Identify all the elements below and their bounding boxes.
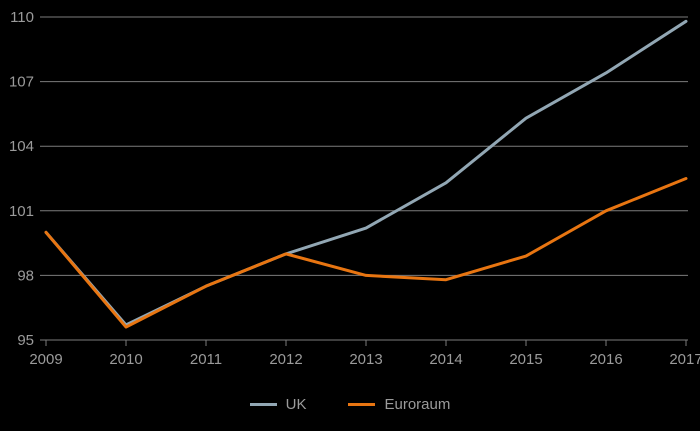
series-line-euroraum: [44, 177, 688, 329]
x-tick-label: 2014: [429, 351, 462, 368]
y-tick-label: 104: [9, 138, 34, 155]
y-tick-label: 95: [17, 332, 34, 349]
legend-line-swatch: [348, 403, 376, 406]
x-tick-label: 2016: [589, 351, 622, 368]
y-tick-label: 107: [9, 74, 34, 91]
legend-item-uk: UK: [249, 396, 307, 413]
chart-legend: UK Euroraum: [0, 385, 700, 431]
x-tick-label: 2015: [509, 351, 542, 368]
x-tick-label: 2011: [190, 351, 222, 368]
legend-line-swatch: [249, 403, 277, 406]
x-tick-label: 2010: [109, 351, 142, 368]
y-tick-label: 98: [17, 267, 34, 284]
y-tick-label: 110: [10, 9, 34, 26]
legend-label: UK: [285, 396, 307, 413]
legend-label: Euroraum: [384, 396, 451, 413]
chart-plot-area: 95 98 101 104 107 110 2009 2010 2011 2012 2013 2014…: [9, 9, 700, 368]
x-tick-label: 2012: [269, 351, 302, 368]
series-line-uk: [44, 19, 688, 327]
legend-item-euroraum: Euroraum: [348, 397, 450, 412]
x-tick-label: 2013: [349, 351, 382, 368]
y-tick-label: 101: [9, 203, 34, 220]
x-tick-label: 2009: [29, 351, 62, 368]
x-tick-label: 2017: [669, 351, 700, 368]
